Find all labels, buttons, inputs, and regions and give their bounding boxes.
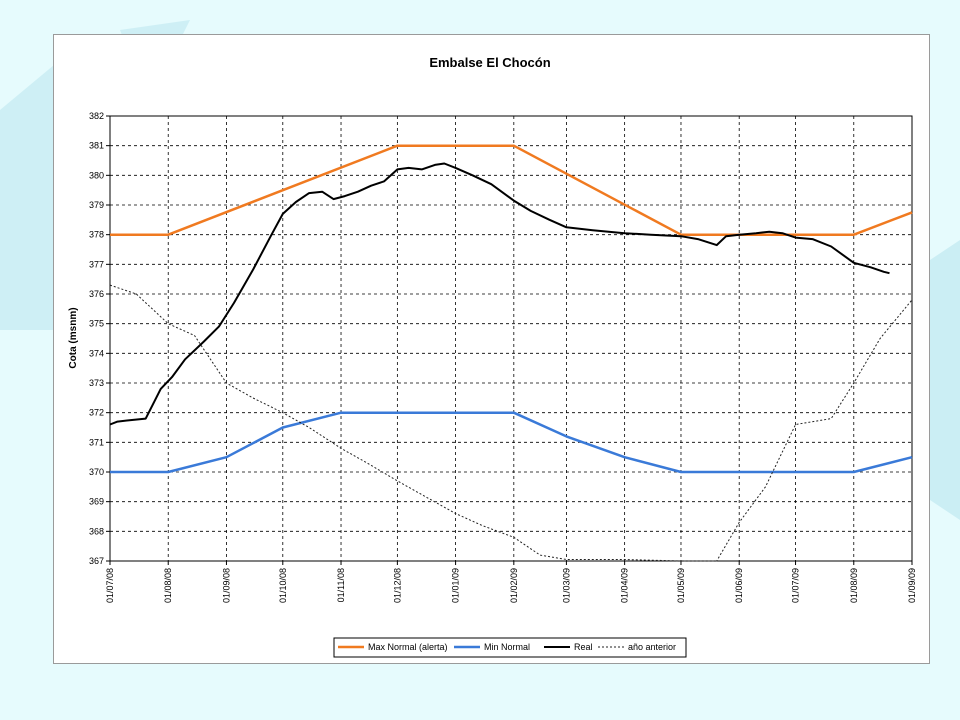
x-tick-label: 01/07/08 (105, 568, 115, 603)
y-axis-label: Cota (msnm) (68, 307, 79, 368)
x-tick-label: 01/11/08 (336, 568, 346, 602)
x-tick-label: 01/04/09 (620, 568, 630, 603)
y-tick-label: 377 (89, 259, 104, 269)
series-layer (109, 144, 913, 562)
x-tick-label: 01/03/09 (561, 568, 571, 603)
series-real (109, 162, 890, 426)
x-tick-label: 01/12/08 (392, 568, 402, 603)
axis-layer: 367 368 369 370 371 372 373 374 375 376 377 378 379 3… (89, 111, 917, 603)
x-tick-label: 01/07/09 (791, 568, 801, 603)
decorative-arrow-right (930, 240, 960, 520)
x-tick-label: 01/10/08 (278, 568, 288, 603)
x-tick-label: 01/08/08 (163, 568, 173, 603)
chart-panel: Embalse El Chocón 367 368 369 370 371 372 373 3… (53, 34, 930, 664)
y-tick-label: 379 (89, 200, 104, 210)
y-tick-label: 378 (89, 230, 104, 240)
x-tick-label: 01/01/09 (451, 568, 461, 603)
x-tick-label: 01/06/09 (734, 568, 744, 603)
legend-label-min-normal: Min Normal (484, 642, 530, 652)
y-tick-label: 368 (89, 526, 104, 536)
y-tick-label: 371 (89, 437, 104, 447)
x-tick-label: 01/08/09 (849, 568, 859, 603)
x-tick-label: 01/05/09 (676, 568, 686, 603)
series-min-normal (110, 411, 913, 474)
y-tick-label: 373 (89, 378, 104, 388)
y-tick-label: 369 (89, 497, 104, 507)
y-tick-label: 376 (89, 289, 104, 299)
x-tick-label: 01/09/08 (221, 568, 231, 603)
y-tick-label: 375 (89, 319, 104, 329)
line-chart: Embalse El Chocón 3673683693703713723733… (68, 55, 917, 658)
y-tick-label: 381 (89, 141, 104, 151)
x-tick-label: 01/09/09 (907, 568, 917, 603)
series-max-normal (110, 144, 913, 236)
legend-label-anio-anterior: año anterior (628, 642, 676, 652)
y-tick-label: 367 (89, 556, 104, 566)
legend: Max Normal (alerta) Min Normal Real año … (333, 637, 687, 658)
y-tick-label: 372 (89, 408, 104, 418)
legend-label-real: Real (574, 642, 593, 652)
y-tick-label: 380 (89, 170, 104, 180)
legend-label-max-normal: Max Normal (alerta) (368, 642, 448, 652)
chart-title: Embalse El Chocón (429, 55, 550, 70)
y-tick-label: 370 (89, 467, 104, 477)
legend-box (333, 637, 687, 658)
y-tick-label: 374 (89, 348, 104, 358)
plot-area (109, 115, 913, 562)
x-tick-label: 01/02/09 (509, 568, 519, 603)
y-tick-label: 382 (89, 111, 104, 121)
